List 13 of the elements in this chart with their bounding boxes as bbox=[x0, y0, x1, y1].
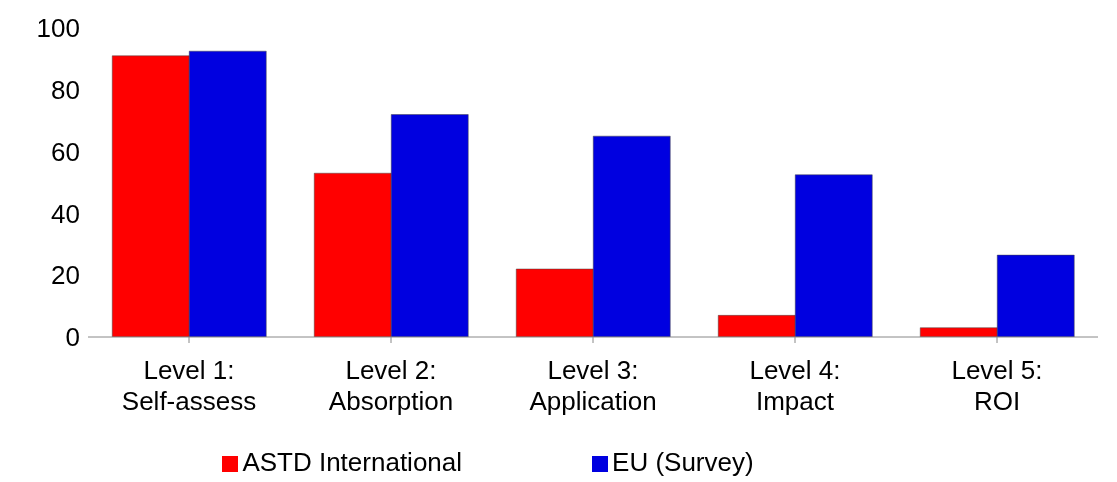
y-tick-label: 60 bbox=[51, 136, 80, 167]
x-tick-label: Level 2: Absorption bbox=[328, 355, 454, 416]
y-tick-label: 20 bbox=[51, 260, 80, 291]
y-tick-label: 80 bbox=[51, 75, 80, 106]
x-tick-label: Level 5: ROI bbox=[951, 355, 1043, 416]
legend-label: ASTD International bbox=[242, 447, 463, 477]
y-tick-label: 0 bbox=[65, 322, 80, 353]
x-tick-label: Level 4: Impact bbox=[749, 355, 841, 416]
x-tick-label: Level 3: Application bbox=[529, 355, 657, 416]
y-tick-label: 100 bbox=[36, 13, 80, 44]
y-tick-label: 40 bbox=[51, 198, 80, 229]
legend-label: EU (Survey) bbox=[612, 447, 754, 477]
x-tick-label: Level 1: Self-assess bbox=[121, 355, 257, 416]
